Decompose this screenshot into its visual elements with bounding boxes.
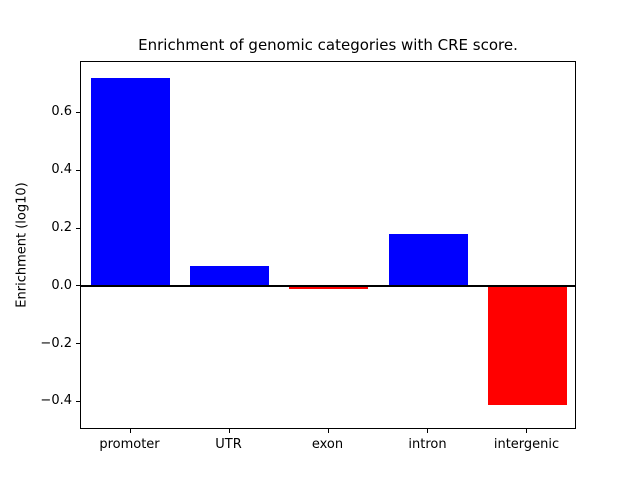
zero-line bbox=[81, 285, 575, 287]
bar-promoter bbox=[91, 78, 170, 286]
x-tick-label-promoter: promoter bbox=[99, 437, 160, 452]
y-tick-mark bbox=[76, 343, 80, 344]
x-tick-label-exon: exon bbox=[311, 437, 344, 452]
bar-intergenic bbox=[488, 286, 567, 405]
y-tick-mark bbox=[76, 401, 80, 402]
y-tick-mark bbox=[76, 112, 80, 113]
x-tick-mark bbox=[427, 429, 428, 433]
y-tick-label: −0.2 bbox=[40, 336, 72, 351]
y-tick-label: 0.0 bbox=[51, 278, 72, 293]
y-tick-label: 0.4 bbox=[51, 162, 72, 177]
x-tick-mark bbox=[328, 429, 329, 433]
x-tick-mark bbox=[526, 429, 527, 433]
x-tick-mark bbox=[229, 429, 230, 433]
y-tick-label: 0.2 bbox=[51, 220, 72, 235]
plot-area bbox=[80, 61, 576, 429]
bar-intron bbox=[389, 234, 468, 286]
x-tick-mark bbox=[130, 429, 131, 433]
x-tick-label-intergenic: intergenic bbox=[493, 437, 560, 452]
bar-UTR bbox=[190, 266, 269, 286]
y-tick-mark bbox=[76, 228, 80, 229]
bar-exon bbox=[289, 286, 368, 289]
y-tick-label: 0.6 bbox=[51, 104, 72, 119]
x-tick-label-intron: intron bbox=[408, 437, 447, 452]
y-tick-mark bbox=[76, 170, 80, 171]
y-tick-label: −0.4 bbox=[40, 393, 72, 408]
x-tick-label-UTR: UTR bbox=[215, 437, 242, 452]
chart-title: Enrichment of genomic categories with CR… bbox=[138, 36, 518, 54]
y-tick-mark bbox=[76, 285, 80, 286]
